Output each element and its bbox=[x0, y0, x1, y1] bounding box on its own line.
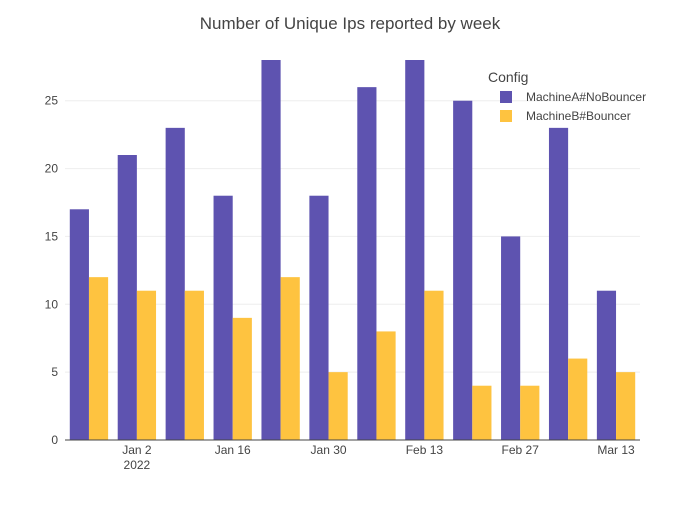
legend-swatch[interactable] bbox=[500, 91, 512, 103]
bar-machineb-bouncer-2022-01-16[interactable] bbox=[232, 317, 252, 440]
y-tick-label: 10 bbox=[45, 297, 59, 311]
legend-label[interactable]: MachineB#Bouncer bbox=[526, 109, 631, 123]
bar-machineb-bouncer-2022-01-23[interactable] bbox=[280, 277, 300, 440]
bar-machineb-bouncer-2022-03-06[interactable] bbox=[568, 358, 588, 440]
bar-machinea-nobouncer-2022-03-06[interactable] bbox=[548, 127, 569, 440]
bar-machineb-bouncer-2022-02-13[interactable] bbox=[424, 290, 444, 440]
x-tick-sublabel: 2022 bbox=[124, 458, 151, 472]
legend-label[interactable]: MachineA#NoBouncer bbox=[526, 90, 646, 104]
bar-machineb-bouncer-2022-02-20[interactable] bbox=[472, 385, 492, 440]
y-tick-label: 0 bbox=[51, 433, 58, 447]
grid-lines bbox=[65, 100, 640, 373]
bar-machineb-bouncer-2022-02-06[interactable] bbox=[376, 331, 396, 440]
bar-machineb-bouncer-2021-12-26[interactable] bbox=[88, 277, 109, 440]
bar-machinea-nobouncer-2022-01-16[interactable] bbox=[213, 195, 233, 440]
x-tick-label: Mar 13 bbox=[597, 443, 635, 457]
bar-machineb-bouncer-2022-03-13[interactable] bbox=[616, 372, 636, 440]
bar-machinea-nobouncer-2022-01-02[interactable] bbox=[117, 155, 137, 440]
x-tick-label: Jan 30 bbox=[311, 443, 347, 457]
bars bbox=[69, 60, 636, 441]
legend-swatch[interactable] bbox=[500, 110, 512, 122]
y-tick-label: 5 bbox=[51, 365, 58, 379]
bar-machineb-bouncer-2022-02-27[interactable] bbox=[520, 385, 540, 440]
legend[interactable]: Config MachineA#NoBouncer MachineB#Bounce… bbox=[488, 69, 646, 123]
y-tick-label: 15 bbox=[45, 229, 59, 243]
bar-machinea-nobouncer-2022-02-06[interactable] bbox=[357, 87, 377, 441]
bar-machinea-nobouncer-2022-01-30[interactable] bbox=[309, 195, 329, 440]
y-tick-label: 20 bbox=[45, 162, 59, 176]
bar-machinea-nobouncer-2022-02-20[interactable] bbox=[453, 100, 473, 440]
bar-machinea-nobouncer-2021-12-26[interactable] bbox=[69, 209, 89, 440]
y-tick-label: 25 bbox=[45, 94, 59, 108]
x-tick-label: Jan 16 bbox=[215, 443, 251, 457]
bar-machinea-nobouncer-2022-01-09[interactable] bbox=[165, 127, 185, 440]
bar-machineb-bouncer-2022-01-30[interactable] bbox=[328, 372, 348, 440]
bar-machinea-nobouncer-2022-02-27[interactable] bbox=[501, 236, 521, 440]
bar-machinea-nobouncer-2022-03-13[interactable] bbox=[596, 290, 617, 440]
x-tick-label: Jan 2 bbox=[122, 443, 152, 457]
bar-machineb-bouncer-2022-01-02[interactable] bbox=[136, 290, 157, 440]
bar-machinea-nobouncer-2022-02-13[interactable] bbox=[405, 60, 425, 440]
legend-title: Config bbox=[488, 69, 528, 85]
x-tick-label: Feb 13 bbox=[406, 443, 444, 457]
bar-machinea-nobouncer-2022-01-23[interactable] bbox=[261, 60, 281, 440]
bar-machineb-bouncer-2022-01-09[interactable] bbox=[184, 290, 204, 440]
x-tick-label: Feb 27 bbox=[502, 443, 540, 457]
chart-title: Number of Unique Ips reported by week bbox=[200, 14, 501, 33]
